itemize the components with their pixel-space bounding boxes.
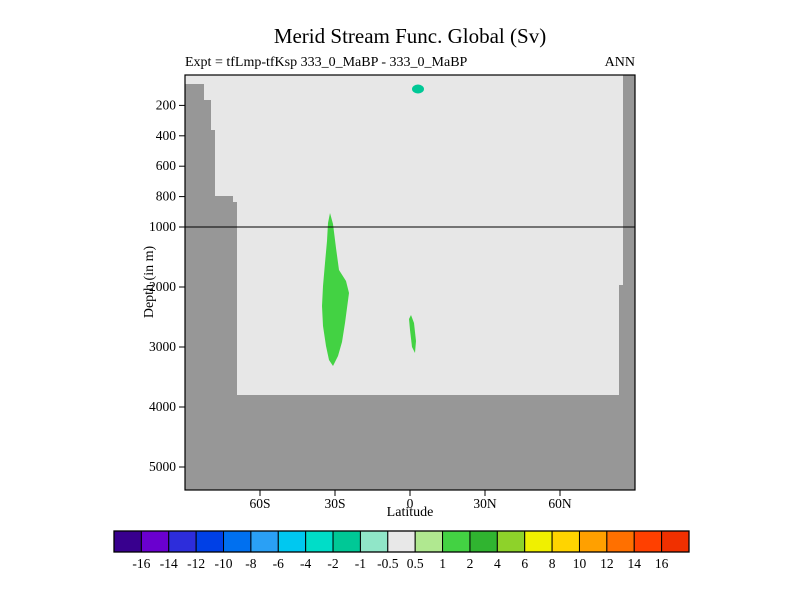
colorbar-tick-label: -16 [132,556,150,571]
colorbar-segment [661,530,690,553]
colorbar-segment [195,530,225,553]
colorbar-segment [223,530,252,553]
colorbar-segment [442,530,471,553]
colorbar-tick-label: 2 [467,556,474,571]
colorbar-tick-label: -12 [187,556,205,571]
colorbar-segment [551,530,580,553]
colorbar-segment [524,530,553,553]
colorbar-segment [332,530,361,553]
equatorial-positive-sliver [409,315,416,353]
colorbar-segment [633,530,663,553]
season-label: ANN [604,55,635,70]
colorbar-segment [250,530,279,553]
colorbar-tick-label: 14 [627,556,641,571]
colorbar-tick-label: -10 [215,556,233,571]
colorbar-segment [113,530,142,553]
x-tick-label: 30N [473,496,497,511]
equatorial-negative-spot [412,84,424,94]
x-tick-label: 60N [548,496,572,511]
colorbar-tick-label: -14 [160,556,178,571]
colorbar-segment [387,530,416,553]
colorbar-tick-label: 1 [439,556,446,571]
x-tick-label: 0 [407,496,414,511]
y-tick-label: 5000 [149,459,176,474]
x-tick-label: 60S [249,496,270,511]
colorbar-tick-label: 12 [600,556,614,571]
colorbar-tick-label: -6 [273,556,284,571]
colorbar-tick-label: 4 [494,556,501,571]
experiment-label: Expt = tfLmp-tfKsp 333_0_MaBP - 333_0_Ma… [185,55,468,70]
colorbar-segment [469,530,498,553]
colorbar-segment [414,530,444,553]
colorbar-tick-label: -8 [245,556,256,571]
colorbar-tick-label: 16 [655,556,669,571]
colorbar-tick-label: 8 [549,556,556,571]
colorbar-segment [140,530,170,553]
y-tick-label: 600 [156,158,177,173]
colorbar-segment [277,530,307,553]
colorbar-tick-label: -2 [327,556,338,571]
y-tick-label: 2000 [149,279,176,294]
colorbar-segment [359,530,389,553]
colorbar-tick-label: 6 [521,556,528,571]
x-axis-title: Latitude [386,505,434,520]
southern-positive-cell [322,213,349,366]
y-tick-label: 4000 [149,399,176,414]
colorbar-segment [305,530,334,553]
colorbar-segment [606,530,635,553]
colorbar-tick-label: 10 [573,556,587,571]
y-tick-label: 400 [156,128,177,143]
colorbar-tick-label: -4 [300,556,311,571]
y-tick-label: 1000 [149,219,176,234]
x-tick-label: 30S [324,496,345,511]
colorbar-tick-label: -1 [355,556,366,571]
y-tick-label: 200 [156,97,177,112]
topography-mask [185,75,635,490]
colorbar-segment [496,530,526,553]
chart-title: Merid Stream Func. Global (Sv) [273,24,547,48]
colorbar-tick-label: -0.5 [377,556,399,571]
colorbar-frame [113,530,690,553]
colorbar-segment [168,530,197,553]
y-tick-label: 800 [156,189,177,204]
colorbar-segment [578,530,608,553]
y-tick-label: 3000 [149,339,176,354]
colorbar-tick-label: 0.5 [407,556,424,571]
